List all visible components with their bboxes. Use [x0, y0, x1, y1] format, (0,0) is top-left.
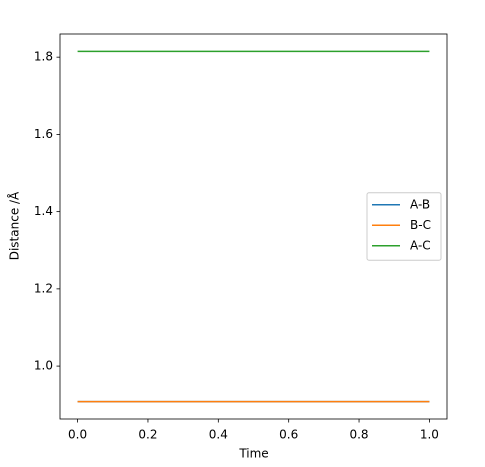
- legend-box: [366, 192, 442, 261]
- legend-label: B-C: [410, 218, 431, 232]
- x-tick-label: 0.8: [349, 428, 368, 442]
- x-axis-label: Time: [238, 447, 268, 461]
- legend-label: A-C: [410, 238, 431, 252]
- legend-label: A-B: [410, 197, 430, 211]
- x-tick-label: 0.2: [138, 428, 157, 442]
- y-axis-label: Distance /Å: [7, 191, 22, 260]
- y-tick-label: 1.6: [34, 127, 53, 141]
- legend: A-B B-C A-C: [366, 192, 442, 261]
- x-tick-label: 0.4: [209, 428, 228, 442]
- plot-frame: [59, 33, 448, 420]
- y-tick-label: 1.8: [34, 50, 53, 64]
- x-tick-label: 0.6: [279, 428, 298, 442]
- y-tick-label: 1.0: [34, 359, 53, 373]
- y-tick-label: 1.4: [34, 204, 53, 218]
- x-tick-label: 0.0: [68, 428, 87, 442]
- x-tick-label: 1.0: [420, 428, 439, 442]
- y-tick-label: 1.2: [34, 281, 53, 295]
